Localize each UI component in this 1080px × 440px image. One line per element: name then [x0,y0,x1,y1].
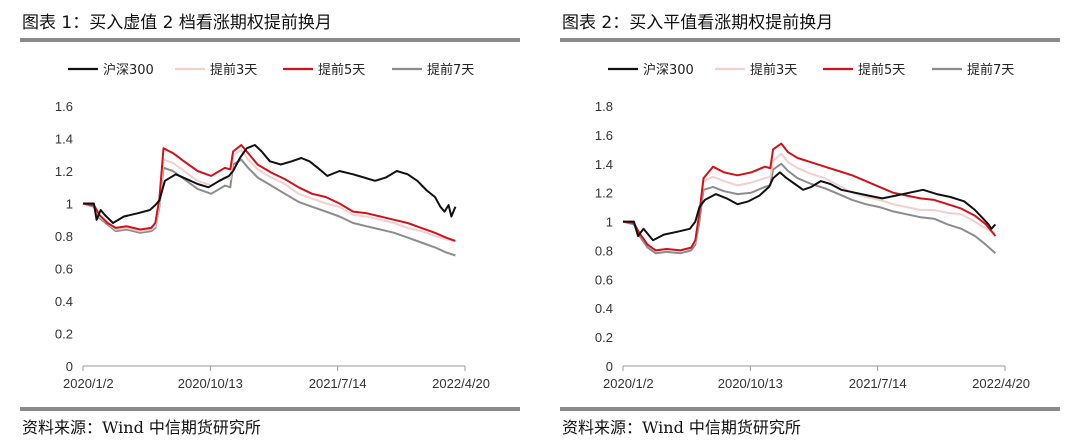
source-note: 资料来源：Wind 中信期货研究所 [562,418,801,437]
y-tick-label: 1.2 [55,164,73,179]
line-chart-1: 沪深300 提前3天 提前5天 提前7天 0 0.2 0.4 0.6 0.8 1 1.2 1.4 1.6… [55,62,490,391]
x-tick-label: 2022/4/20 [432,376,490,391]
legend-label: 提前5天 [858,62,905,78]
y-tick-label: 0.6 [55,262,73,277]
legend-item-2: 提前3天 [715,62,797,78]
x-tick-label: 2020/10/13 [718,376,783,391]
figure-title: 图表 2：买入平值看涨期权提前换月 [562,13,834,33]
y-tick-label: 1 [66,197,73,212]
x-tick-label: 2021/7/14 [309,376,367,391]
top-divider [560,38,1060,42]
source-note: 资料来源：Wind 中信期货研究所 [22,418,261,437]
y-tick-label: 1.8 [595,99,613,114]
chart-panel-1: 图表 1：买入虚值 2 档看涨期权提前换月 沪深300 提前3天 提前5天 提前7天 0… [20,13,520,437]
y-tick-label: 1.2 [595,186,613,201]
y-tick-label: 1 [606,215,613,230]
legend-item-3: 提前5天 [283,62,365,78]
legend-label: 提前3天 [750,62,797,78]
figure-title: 图表 1：买入虚值 2 档看涨期权提前换月 [22,13,332,33]
bottom-divider [560,407,1060,411]
y-tick-label: 0.4 [595,301,613,316]
y-tick-label: 1.4 [595,157,613,172]
y-tick-label: 0 [66,359,73,374]
x-tick-label: 2020/10/13 [178,376,243,391]
x-tick-label: 2020/1/2 [63,376,114,391]
top-divider [20,38,520,42]
series-line-4 [82,158,456,257]
y-tick-label: 0.2 [55,327,73,342]
y-tick-label: 0.4 [55,294,73,309]
series-line-1 [623,171,997,242]
x-tick-label: 2022/4/20 [972,376,1030,391]
series-line-1 [83,144,457,224]
y-tick-label: 1.6 [55,99,73,114]
legend-item-3: 提前5天 [823,62,905,78]
y-tick-label: 0.8 [55,229,73,244]
legend-label: 沪深300 [103,62,154,78]
series-line-4 [622,162,997,255]
y-tick-label: 1.4 [55,132,73,147]
y-tick-label: 0.8 [595,243,613,258]
legend-item-2: 提前3天 [175,62,257,78]
legend-item-4: 提前7天 [932,62,1014,78]
legend-label: 沪深300 [643,62,694,78]
series-line-3 [622,142,997,252]
legend-label: 提前7天 [967,62,1014,78]
legend-item-1: 沪深300 [608,62,694,78]
x-tick-label: 2021/7/14 [849,376,907,391]
y-tick-label: 0 [606,359,613,374]
legend-item-1: 沪深300 [68,62,154,78]
y-tick-label: 0.6 [595,272,613,287]
legend-item-4: 提前7天 [392,62,474,78]
chart-panel-2: 图表 2：买入平值看涨期权提前换月 沪深300 提前3天 提前5天 提前7天 0 0.2 0… [540,0,1080,440]
series-line-2 [82,148,456,242]
legend-label: 提前5天 [318,62,365,78]
y-tick-label: 0.2 [595,330,613,345]
line-chart-2: 沪深300 提前3天 提前5天 提前7天 0 0.2 0.4 0.6 0.8 1 1.2 1.4 1.6… [595,62,1030,391]
series-line-3 [82,144,456,242]
x-tick-label: 2020/1/2 [603,376,654,391]
legend-label: 提前7天 [427,62,474,78]
bottom-divider [20,407,520,411]
y-tick-label: 1.6 [595,128,613,143]
legend-label: 提前3天 [210,62,257,78]
